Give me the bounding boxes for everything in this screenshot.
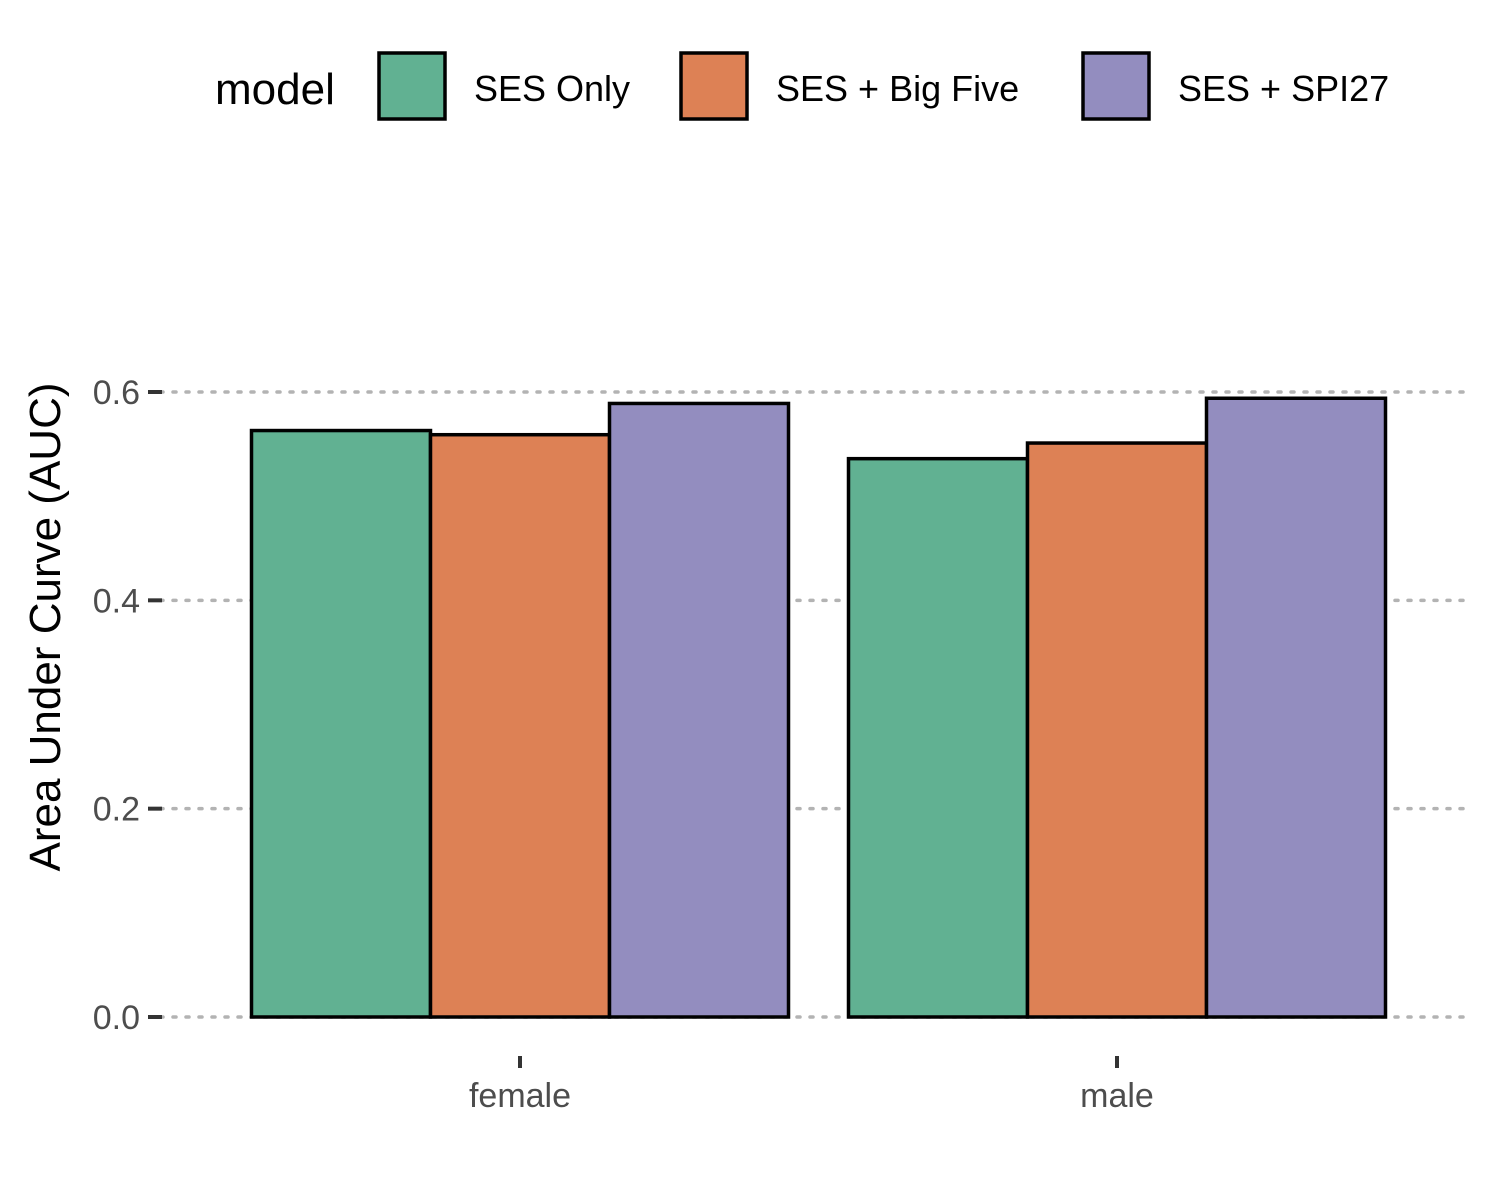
y-tick-label: 0.6 bbox=[93, 374, 140, 412]
legend-title: model bbox=[215, 65, 335, 114]
x-tick-label: female bbox=[469, 1077, 571, 1115]
legend-key bbox=[1081, 51, 1151, 121]
legend-key bbox=[679, 51, 749, 121]
y-tick-label: 0.0 bbox=[93, 999, 140, 1037]
legend-key bbox=[377, 51, 447, 121]
y-tick-label: 0.2 bbox=[93, 791, 140, 829]
bar-female-ses-only bbox=[249, 428, 433, 1019]
bar-female-ses-spi27 bbox=[607, 401, 791, 1019]
bar-female-ses-big-five bbox=[428, 432, 612, 1019]
bar-male-ses-spi27 bbox=[1204, 396, 1388, 1019]
bar-male-ses-big-five bbox=[1025, 441, 1209, 1019]
y-axis: 0.0 0.2 0.4 0.6 bbox=[93, 374, 162, 1037]
x-axis: female male bbox=[469, 1056, 1154, 1115]
legend-label: SES Only bbox=[474, 68, 630, 109]
bars bbox=[249, 396, 1388, 1019]
y-tick-label: 0.4 bbox=[93, 582, 140, 620]
x-tick-label: male bbox=[1080, 1077, 1154, 1115]
bar-male-ses-only bbox=[846, 456, 1030, 1019]
legend-label: SES + SPI27 bbox=[1178, 68, 1389, 109]
legend: model SES Only SES + Big Five SES + SPI27 bbox=[215, 51, 1389, 121]
y-axis-title: Area Under Curve (AUC) bbox=[21, 382, 70, 871]
legend-label: SES + Big Five bbox=[776, 68, 1019, 109]
